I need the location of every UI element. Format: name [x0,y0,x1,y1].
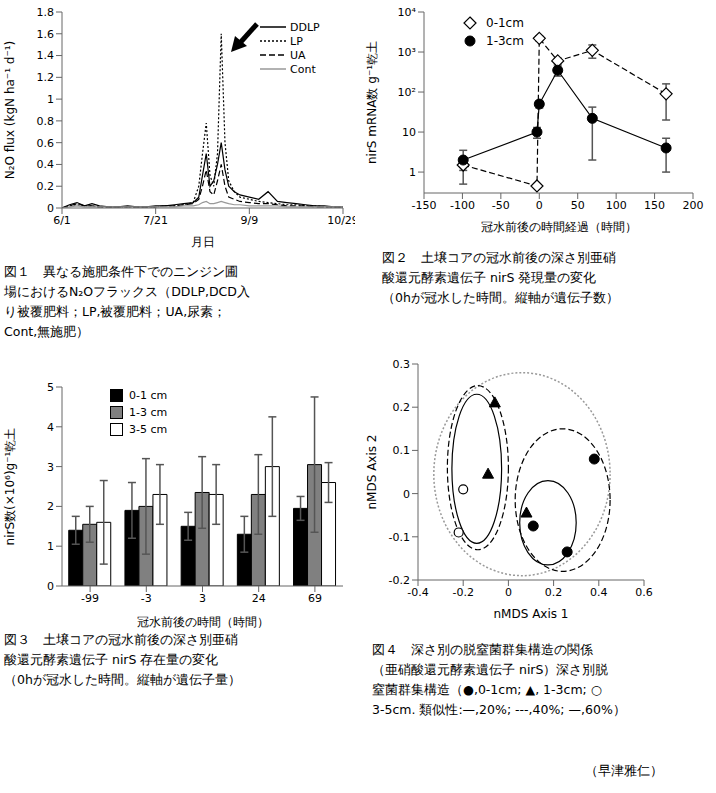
svg-text:nMDS Axis 2: nMDS Axis 2 [365,435,379,510]
svg-text:0.1: 0.1 [393,444,411,457]
html-text:3-5 cm: 3-5 cm [129,423,168,436]
svg-text:200: 200 [683,199,704,212]
svg-text:0.8: 0.8 [37,115,55,128]
html-text:図１ 異なる施肥条件下でのニンジン圃: 図１ 異なる施肥条件下でのニンジン圃 [4,264,238,279]
svg-text:3: 3 [47,461,54,474]
html-text:3-5cm. 類似性:—,20%; ---,40%; —,6: 3-5cm. 類似性:—,20%; ---,40%; —,60%） [372,702,626,717]
svg-text:0.2: 0.2 [545,586,563,599]
svg-text:9/9: 9/9 [240,214,258,227]
svg-text:100: 100 [606,199,627,212]
svg-text:冠水前後の時間経過（時間）: 冠水前後の時間経過（時間） [481,220,637,234]
svg-text:10³: 10³ [398,46,416,59]
html-text:場におけるN₂Oフラックス（DDLP,DCD入: 場におけるN₂Oフラックス（DDLP,DCD入 [4,284,250,299]
svg-text:0: 0 [47,580,54,593]
html-text:DDLP: DDLP [290,20,320,34]
svg-text:5: 5 [47,381,54,394]
svg-text:0: 0 [505,586,512,599]
html-text:酸還元酵素遺伝子 nirS 発現量の変化: 酸還元酵素遺伝子 nirS 発現量の変化 [382,270,597,285]
html-text:（0hが冠水した時間。縦軸が遺伝子量）: （0hが冠水した時間。縦軸が遺伝子量） [4,672,241,687]
svg-text:-0.2: -0.2 [389,574,410,587]
svg-text:10: 10 [402,126,416,139]
html-text:UA: UA [290,48,306,62]
html-text:0-1cm: 0-1cm [486,16,524,30]
html-text:1-3 cm: 1-3 cm [129,406,168,419]
svg-text:0.3: 0.3 [393,358,411,371]
svg-text:24: 24 [252,592,266,605]
svg-text:0.6: 0.6 [635,586,653,599]
svg-text:1.8: 1.8 [37,6,55,19]
svg-text:2: 2 [47,500,54,513]
svg-text:nirS数(×10⁶)g⁻¹乾土: nirS数(×10⁶)g⁻¹乾土 [8,428,17,546]
svg-text:7/21: 7/21 [143,214,168,227]
svg-text:-0.4: -0.4 [407,586,428,599]
svg-text:0.6: 0.6 [37,137,55,150]
html-text:図３ 土壌コアの冠水前後の深さ別亜硝: 図３ 土壌コアの冠水前後の深さ別亜硝 [4,632,238,647]
svg-text:nMDS Axis 1: nMDS Axis 1 [494,607,569,621]
svg-text:0.2: 0.2 [393,401,411,414]
svg-text:10⁴: 10⁴ [398,6,417,19]
svg-text:nirS mRNA数 g⁻¹乾土: nirS mRNA数 g⁻¹乾土 [365,41,379,164]
svg-text:-0.2: -0.2 [452,586,473,599]
html-text:酸還元酵素遺伝子 nirS 存在量の変化: 酸還元酵素遺伝子 nirS 存在量の変化 [4,652,219,667]
svg-text:-150: -150 [412,199,437,212]
html-text:窒菌群集構造（●,0-1cm; ▲, 1-3cm; ○: 窒菌群集構造（●,0-1cm; ▲, 1-3cm; ○ [372,682,602,697]
html-text:LP: LP [290,34,303,48]
svg-text:1: 1 [47,93,54,106]
svg-text:1: 1 [409,166,416,179]
svg-text:0.4: 0.4 [590,586,608,599]
svg-text:0: 0 [536,199,543,212]
svg-text:4: 4 [47,421,54,434]
svg-text:3: 3 [199,592,206,605]
html-text:Cont: Cont [290,62,316,76]
svg-text:1.6: 1.6 [37,28,55,41]
svg-text:N₂O flux (kgN ha⁻¹ d⁻¹): N₂O flux (kgN ha⁻¹ d⁻¹) [8,41,17,180]
html-text:図４ 深さ別の脱窒菌群集構造の関係: 図４ 深さ別の脱窒菌群集構造の関係 [372,642,593,657]
svg-text:-50: -50 [492,199,510,212]
svg-text:150: 150 [644,199,665,212]
svg-text:-100: -100 [450,199,475,212]
svg-text:6/1: 6/1 [53,214,71,227]
svg-text:1.2: 1.2 [37,71,55,84]
svg-text:69: 69 [308,592,322,605]
html-text:（0hが冠水した時間。縦軸が遺伝子数）: （0hが冠水した時間。縦軸が遺伝子数） [382,290,619,305]
svg-text:0: 0 [47,202,54,215]
html-text:1-3cm: 1-3cm [486,34,524,48]
svg-text:0.4: 0.4 [37,158,55,171]
svg-text:0.2: 0.2 [37,180,55,193]
svg-text:1.4: 1.4 [37,49,55,62]
svg-text:1: 1 [47,540,54,553]
svg-text:-0.1: -0.1 [389,531,410,544]
svg-text:10/29: 10/29 [327,214,355,227]
svg-text:50: 50 [571,199,585,212]
svg-text:10²: 10² [398,86,416,99]
svg-text:月日: 月日 [191,235,215,249]
html-text:（亜硝酸還元酵素遺伝子 nirS）深さ別脱: （亜硝酸還元酵素遺伝子 nirS）深さ別脱 [372,662,609,677]
html-text:0-1 cm: 0-1 cm [129,389,168,402]
svg-text:-99: -99 [81,592,99,605]
html-text:（早津雅仁）: （早津雅仁） [585,763,663,778]
html-text:り被覆肥料；LP,被覆肥料；UA,尿素；: り被覆肥料；LP,被覆肥料；UA,尿素； [4,304,227,319]
html-text:Cont,無施肥）: Cont,無施肥） [4,324,90,339]
svg-text:0: 0 [403,488,410,501]
svg-text:-3: -3 [141,592,152,605]
html-text:図２ 土壌コアの冠水前後の深さ別亜硝: 図２ 土壌コアの冠水前後の深さ別亜硝 [382,250,616,265]
svg-text:冠水前後の時間（時間）: 冠水前後の時間（時間） [137,615,269,629]
